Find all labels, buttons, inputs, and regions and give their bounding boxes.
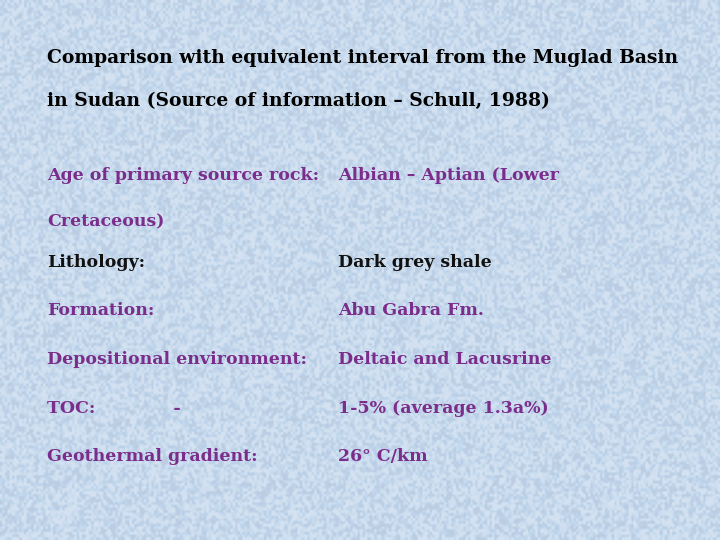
Text: Deltaic and Lacusrine: Deltaic and Lacusrine	[338, 351, 552, 368]
Text: TOC:             -: TOC: -	[47, 400, 181, 416]
Text: 1-5% (average 1.3a%): 1-5% (average 1.3a%)	[338, 400, 549, 416]
Text: Albian – Aptian (Lower: Albian – Aptian (Lower	[338, 167, 559, 184]
Text: in Sudan (Source of information – Schull, 1988): in Sudan (Source of information – Schull…	[47, 92, 549, 110]
Text: Lithology:: Lithology:	[47, 254, 145, 271]
Text: Depositional environment:: Depositional environment:	[47, 351, 307, 368]
Text: 26° C/km: 26° C/km	[338, 448, 428, 465]
Text: Dark grey shale: Dark grey shale	[338, 254, 492, 271]
Text: Geothermal gradient:: Geothermal gradient:	[47, 448, 258, 465]
Text: Age of primary source rock:: Age of primary source rock:	[47, 167, 319, 184]
Text: Comparison with equivalent interval from the Muglad Basin: Comparison with equivalent interval from…	[47, 49, 678, 66]
Text: Abu Gabra Fm.: Abu Gabra Fm.	[338, 302, 485, 319]
Text: Formation:: Formation:	[47, 302, 154, 319]
Text: Cretaceous): Cretaceous)	[47, 213, 164, 230]
